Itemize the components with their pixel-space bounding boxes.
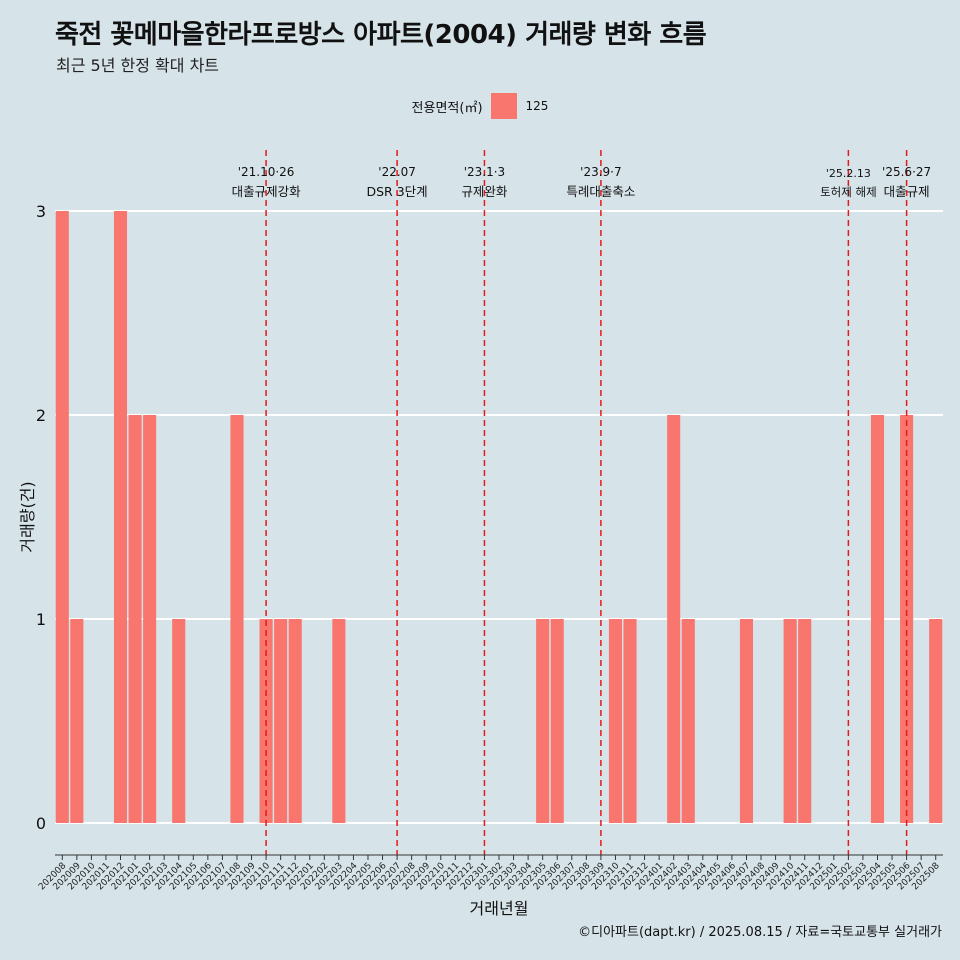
event-label-5: 대출규제 <box>884 184 930 199</box>
bar-202407 <box>739 619 754 823</box>
bar-202403 <box>681 619 695 823</box>
y-tick-label-3: 3 <box>36 202 46 221</box>
y-axis-title: 거래량(건) <box>18 481 37 552</box>
event-date-2: '23.1·3 <box>464 165 505 179</box>
event-date-0: '21.10·26 <box>238 165 295 179</box>
bar-202311 <box>623 619 637 823</box>
event-label-3: 특례대출축소 <box>566 184 635 199</box>
bar-202009 <box>70 619 84 823</box>
bar-202310 <box>608 619 623 823</box>
bar-202306 <box>550 619 564 823</box>
bar-202411 <box>798 619 812 823</box>
bar-202508 <box>929 619 943 823</box>
event-label-0: 대출규제강화 <box>232 184 302 199</box>
bar-202506 <box>900 415 914 823</box>
y-tick-label-1: 1 <box>36 610 46 629</box>
event-label-1: DSR 3단계 <box>367 184 428 199</box>
bar-202102 <box>143 415 157 823</box>
event-label-4: 토허제 해제 <box>820 185 877 199</box>
bar-202402 <box>667 415 681 823</box>
legend-item-label: 125 <box>525 99 549 113</box>
legend: 전용면적(㎡) 125 <box>0 93 960 119</box>
bar-202203 <box>332 619 346 823</box>
bar-202008 <box>55 211 69 823</box>
bar-202012 <box>113 211 128 823</box>
bar-202305 <box>536 619 550 823</box>
bar-202410 <box>783 619 797 823</box>
legend-swatch <box>490 93 517 119</box>
y-tick-label-0: 0 <box>36 814 46 833</box>
x-axis-title: 거래년월 <box>470 899 529 918</box>
event-date-1: '22.07 <box>378 165 416 179</box>
bar-202104 <box>172 619 186 823</box>
bar-202111 <box>274 619 288 823</box>
legend-title: 전용면적(㎡) <box>411 100 483 116</box>
event-date-4: '25.2.13 <box>826 167 871 180</box>
event-date-3: '23.9·7 <box>580 165 621 179</box>
y-tick-label-2: 2 <box>36 406 46 425</box>
bar-202108 <box>230 415 244 823</box>
bar-202101 <box>128 415 142 823</box>
chart-subtitle: 최근 5년 한정 확대 차트 <box>56 56 220 75</box>
source-caption: ©디아파트(dapt.kr) / 2025.08.15 / 자료=국토교통부 실… <box>578 925 942 940</box>
bar-202112 <box>288 619 302 823</box>
event-date-5: '25.6·27 <box>882 165 931 179</box>
event-label-2: 규제완화 <box>461 184 508 199</box>
bar-202504 <box>870 415 885 823</box>
chart-title: 죽전 꽃메마을한라프로방스 아파트(2004) 거래량 변화 흐름 <box>55 20 707 50</box>
